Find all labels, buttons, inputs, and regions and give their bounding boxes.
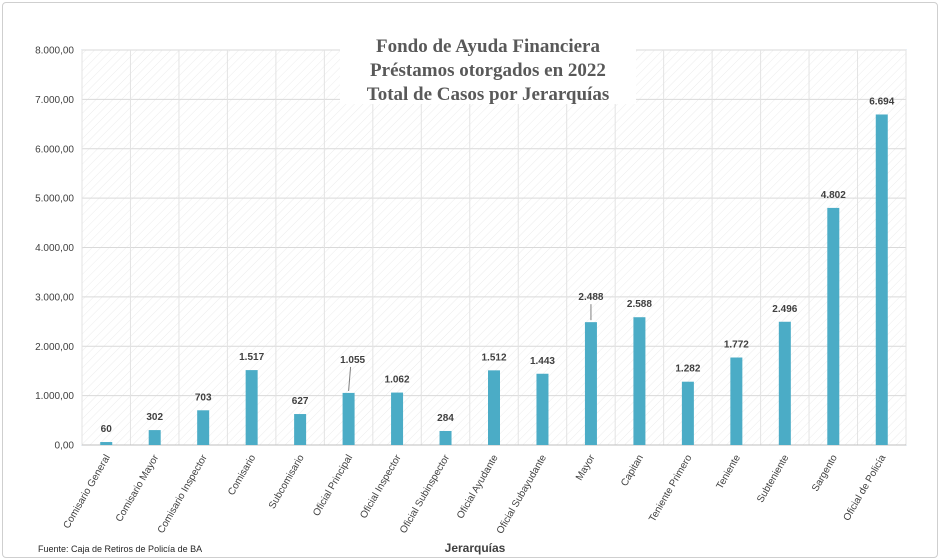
data-label: 703	[195, 392, 212, 403]
y-tick-label: 8.000,00	[35, 46, 74, 57]
data-label: 6.694	[869, 96, 894, 107]
title-background	[340, 32, 636, 104]
bar	[391, 392, 404, 445]
x-tick-label: Subteniente	[755, 453, 791, 505]
x-tick-label: Oficial de Policía	[842, 453, 889, 523]
data-label: 1.062	[385, 375, 410, 386]
data-label: 284	[437, 413, 454, 424]
data-label: 2.488	[578, 292, 603, 303]
x-tick-label: Oficial Inspector	[358, 452, 404, 520]
x-tick-label: Comisario General	[62, 453, 113, 531]
bar	[681, 381, 694, 445]
data-label: 2.496	[772, 304, 797, 315]
bar	[536, 373, 549, 445]
x-tick-label: Sargento	[810, 453, 840, 494]
bar	[100, 442, 113, 445]
bar	[633, 317, 646, 445]
bars	[100, 114, 888, 445]
data-label: 1.772	[724, 340, 749, 351]
data-label: 4.802	[821, 190, 846, 201]
data-label: 1.282	[675, 364, 700, 375]
y-tick-label: 6.000,00	[35, 144, 74, 155]
y-tick-label: 1.000,00	[35, 391, 74, 402]
bar	[294, 414, 307, 445]
bar	[488, 370, 500, 445]
data-label: 1.517	[239, 352, 264, 363]
x-tick-label: Teniente Primero	[647, 453, 695, 524]
data-labels: 60 302 703 1.517 627 1.055 1.062 284 1.512 1.443 2…	[101, 96, 895, 435]
data-label: 1.055	[340, 355, 365, 366]
title-line: Fondo de Ayuda Financiera	[376, 36, 600, 57]
bar	[148, 430, 161, 445]
data-label: 2.588	[627, 299, 652, 310]
x-tick-label: Oficial Subinspector	[398, 452, 452, 535]
bar	[730, 357, 743, 445]
x-tick-label: Oficial Principal	[311, 453, 355, 518]
x-tick-label: Subcomisario	[267, 453, 307, 511]
bar	[439, 430, 452, 445]
title-line: Préstamos otorgados en 2022	[370, 60, 606, 81]
data-label: 60	[101, 424, 113, 435]
y-tick-label: 5.000,00	[35, 194, 74, 205]
x-tick-label: Comisario	[226, 453, 258, 498]
bar	[245, 370, 258, 445]
y-tick-label: 3.000,00	[35, 292, 74, 303]
bar	[827, 207, 840, 445]
bar	[584, 322, 597, 445]
data-label: 627	[292, 396, 309, 407]
x-tick-label: Oficial Ayudante	[455, 453, 501, 521]
bar	[197, 410, 210, 445]
y-axis-ticks: 0,00 1.000,00 2.000,00 3.000,00 4.000,00 5.00…	[35, 46, 74, 452]
leader-line	[348, 366, 352, 391]
data-label: 302	[146, 412, 163, 423]
bar	[342, 392, 355, 445]
y-tick-label: 0,00	[55, 441, 75, 452]
y-tick-label: 7.000,00	[35, 95, 74, 106]
source-note: Fuente: Caja de Retiros de Policía de BA	[38, 544, 202, 554]
x-tick-label: Oficial Subayudante	[495, 453, 549, 536]
bar	[778, 321, 791, 445]
x-tick-label: Capitan	[619, 453, 646, 488]
bar	[875, 114, 888, 445]
x-tick-label: Comisario Mayor	[114, 452, 162, 524]
chart-title: Fondo de Ayuda Financiera Préstamos otorg…	[340, 32, 636, 105]
x-axis-ticks: Comisario General Comisario MayorComisari…	[62, 452, 889, 536]
x-tick-label: Mayor	[574, 452, 598, 482]
data-label: 1.512	[481, 352, 506, 363]
title-line: Total de Casos por Jerarquías	[367, 84, 609, 105]
x-axis-label: Jerarquías	[445, 541, 506, 555]
y-tick-label: 2.000,00	[35, 342, 74, 353]
y-tick-label: 4.000,00	[35, 243, 74, 254]
x-tick-label: Teniente	[715, 453, 744, 492]
x-tick-label: Comisario Inspector	[156, 452, 210, 535]
data-label: 1.443	[530, 356, 555, 367]
